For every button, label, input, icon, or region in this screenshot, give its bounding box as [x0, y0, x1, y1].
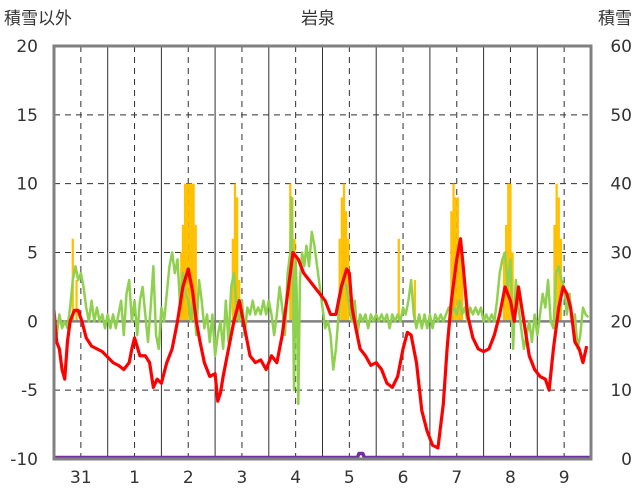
date-tick-label: 2 [183, 468, 194, 488]
chart-title: 岩泉 [301, 9, 335, 29]
precipitation-bar [452, 183, 455, 322]
precipitation-bar [338, 238, 341, 322]
precipitation-bar [555, 183, 558, 322]
precipitation-bar [458, 238, 462, 322]
precipitation-bar [192, 183, 195, 322]
precipitation-bar [413, 280, 416, 322]
left-tick-label: -5 [21, 381, 38, 401]
date-tick-label: 4 [290, 468, 301, 488]
precipitation-bar [507, 183, 510, 322]
precipitation-bar [509, 183, 512, 322]
date-tick-label: 7 [451, 468, 462, 488]
green-series-line [52, 196, 590, 406]
precipitation-bar [340, 197, 343, 322]
precipitation-bar [557, 197, 560, 322]
right-tick-label: 40 [610, 175, 632, 195]
precipitation-bar [511, 252, 514, 322]
precipitation-bar [347, 238, 350, 322]
right-tick-label: 20 [610, 312, 632, 332]
left-tick-labels: -10 -5 0 5 10 15 20 [10, 37, 38, 470]
left-tick-label: 10 [16, 175, 38, 195]
precipitation-bar [461, 252, 464, 322]
grid [54, 46, 591, 459]
precipitation-bar [186, 183, 189, 322]
date-tick-label: 6 [398, 468, 409, 488]
left-axis-label: 積雪以外 [4, 9, 72, 29]
left-tick-label: -10 [10, 450, 38, 470]
left-tick-label: 15 [16, 106, 38, 126]
precipitation-bar [75, 280, 78, 322]
date-tick-label: 3 [237, 468, 248, 488]
left-tick-label: 20 [16, 37, 38, 57]
temperature-line [52, 237, 589, 450]
precipitation-bar [235, 197, 239, 322]
precipitation-bar [190, 183, 193, 322]
left-tick-label: 5 [27, 244, 38, 264]
precipitation-bar [345, 211, 348, 322]
right-tick-labels: 0 10 20 30 40 50 60 [610, 37, 632, 470]
precipitation-bar [342, 183, 346, 322]
right-axis-label: 積雪 [598, 9, 632, 29]
precipitation-bar [183, 183, 187, 322]
right-tick-label: 30 [610, 244, 632, 264]
right-tick-label: 50 [610, 106, 632, 126]
plot-frame [52, 44, 593, 461]
precipitation-bar [194, 224, 197, 322]
right-tick-label: 0 [621, 450, 632, 470]
precipitation-bar [553, 224, 556, 322]
date-tick-label: 5 [344, 468, 355, 488]
precipitation-bar [450, 211, 453, 322]
date-tick-labels: 31 1 2 3 4 5 6 7 8 9 [70, 468, 570, 488]
right-tick-label: 10 [610, 381, 632, 401]
precipitation-bar [397, 238, 400, 322]
precipitation-bar [233, 183, 237, 322]
date-tick-label: 8 [505, 468, 516, 488]
left-tick-label: 0 [27, 312, 38, 332]
right-tick-label: 60 [610, 37, 632, 57]
date-tick-label: 1 [129, 468, 140, 488]
date-tick-label: 31 [70, 468, 92, 488]
date-tick-label: 9 [559, 468, 570, 488]
precipitation-bar [188, 183, 191, 322]
